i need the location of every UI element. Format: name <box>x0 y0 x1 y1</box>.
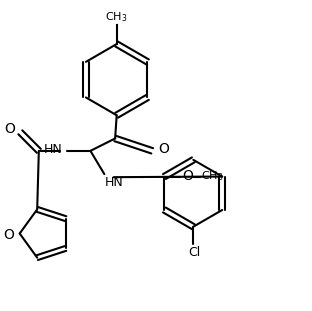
Text: Cl: Cl <box>189 246 201 259</box>
Text: O: O <box>4 122 15 136</box>
Text: O: O <box>158 142 169 156</box>
Text: HN: HN <box>44 143 63 156</box>
Text: CH$_3$: CH$_3$ <box>202 169 224 183</box>
Text: HN: HN <box>104 176 123 189</box>
Text: O: O <box>3 228 14 242</box>
Text: CH$_3$: CH$_3$ <box>105 10 128 24</box>
Text: O: O <box>182 169 193 183</box>
